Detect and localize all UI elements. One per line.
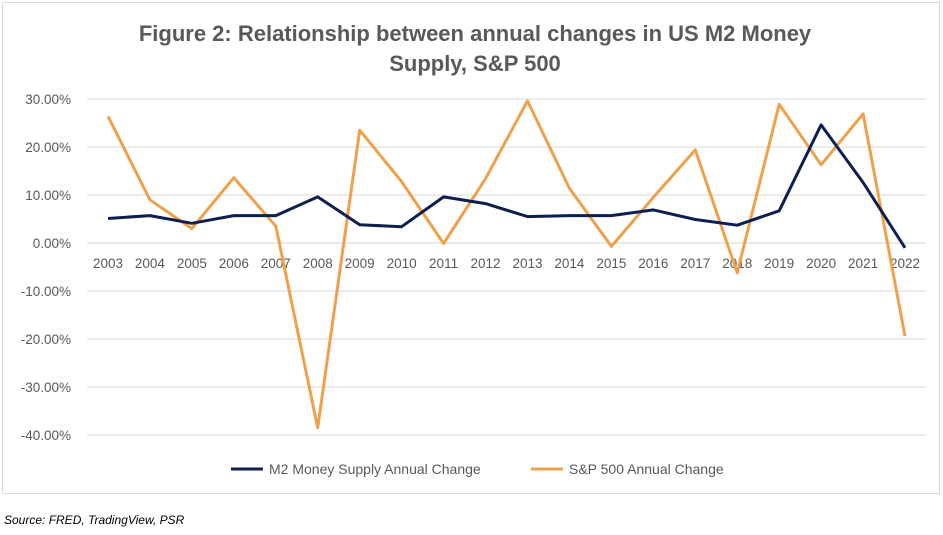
y-tick-label: 20.00% [25,140,71,155]
x-tick-label: 2005 [177,256,207,271]
x-tick-label: 2010 [387,256,417,271]
line-chart: Figure 2: Relationship between annual ch… [21,21,926,477]
series-lines [106,99,907,430]
x-tick-label: 2007 [261,256,291,271]
y-tick-label: -10.00% [21,284,71,299]
chart-area: Figure 2: Relationship between annual ch… [2,2,940,494]
y-tick-label: -20.00% [21,332,71,347]
x-tick-label: 2015 [596,256,626,271]
x-tick-label: 2008 [303,256,333,271]
y-tick-label: -40.00% [21,428,71,443]
x-tick-label: 2021 [848,256,878,271]
x-tick-label: 2006 [219,256,249,271]
source-note: Source: FRED, TradingView, PSR [4,513,185,527]
gridlines [87,98,926,436]
y-tick-label: 10.00% [25,188,71,203]
x-tick-label: 2003 [93,256,123,271]
x-tick-label: 2009 [345,256,375,271]
x-axis-ticks: 2003 2004 2005 2006 2007 2008 2009 2010 2011 2012… [93,256,920,271]
chart-title-line-1: Figure 2: Relationship between annual ch… [139,21,812,46]
series-line-sp500 [106,99,907,430]
y-axis-ticks: 30.00% 20.00% 10.00% 0.00% -10.00% -20.00% -30… [21,92,71,443]
x-tick-label: 2014 [554,256,585,271]
x-tick-label: 2016 [638,256,668,271]
series-line-m2 [107,123,907,249]
x-tick-label: 2019 [764,256,794,271]
x-tick-label: 2022 [890,256,920,271]
x-tick-label: 2017 [680,256,710,271]
y-tick-label: 30.00% [25,92,71,107]
x-tick-label: 2011 [429,256,458,271]
x-tick-label: 2012 [471,256,501,271]
legend-label-sp500: S&P 500 Annual Change [569,461,724,477]
legend-label-m2: M2 Money Supply Annual Change [269,461,481,477]
x-tick-label: 2004 [135,256,166,271]
y-tick-label: 0.00% [33,236,71,251]
legend: M2 Money Supply Annual Change S&P 500 An… [231,461,724,477]
x-tick-label: 2013 [512,256,542,271]
chart-title-line-2: Supply, S&P 500 [389,51,561,76]
x-tick-label: 2018 [722,256,752,271]
y-tick-label: -30.00% [21,380,71,395]
x-tick-label: 2020 [806,256,836,271]
